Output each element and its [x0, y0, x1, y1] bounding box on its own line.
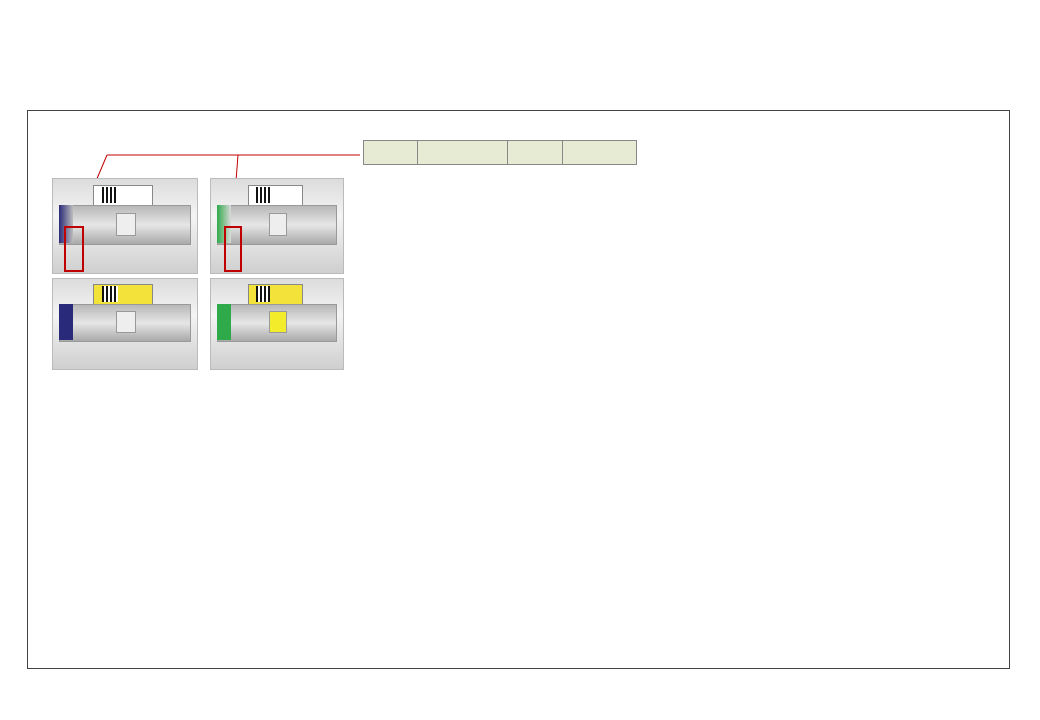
bail-highlight-box-t: [224, 226, 242, 272]
bail-table-header: [363, 140, 637, 165]
s-sfp-photo-top: [52, 178, 198, 274]
bail-color-table: [363, 140, 637, 165]
header-wavelength: [363, 140, 418, 165]
bail-highlight-box-s: [64, 226, 84, 272]
header-wavelength: [507, 140, 563, 165]
photo-tag: [116, 311, 136, 334]
header-bail-color: [417, 140, 508, 165]
content-frame: [27, 110, 1010, 669]
t-sfp-photo-bottom: [210, 278, 344, 370]
t-sfp-photo-top: [210, 178, 344, 274]
photo-tag: [116, 212, 136, 236]
photo-tag: [269, 212, 287, 236]
header-bail-color: [562, 140, 637, 165]
photo-tag: [269, 311, 287, 334]
s-sfp-photo-bottom: [52, 278, 198, 370]
